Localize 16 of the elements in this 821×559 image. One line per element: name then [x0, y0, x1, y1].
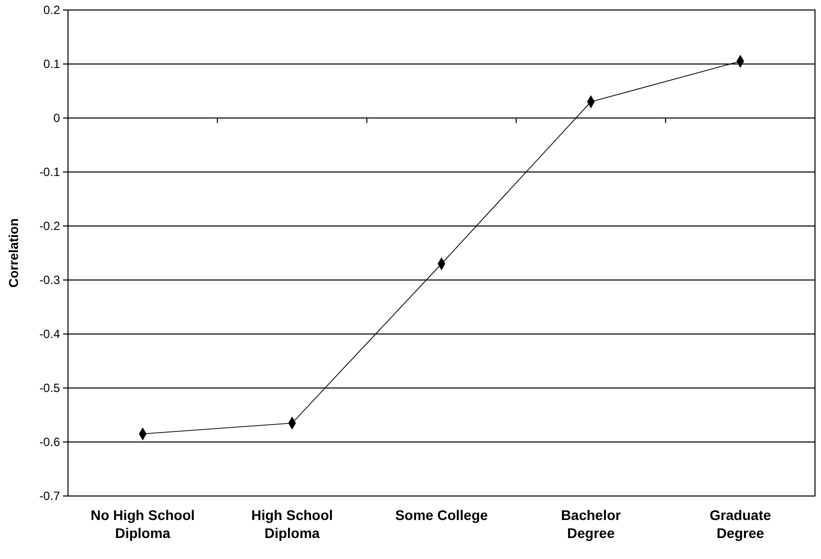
y-tick-label: -0.3 — [39, 272, 60, 287]
y-axis-title: Correlation — [6, 218, 21, 288]
y-tick-label: 0.1 — [43, 56, 60, 71]
y-tick-label: 0 — [53, 110, 60, 125]
x-tick-label: High School Diploma — [251, 507, 333, 541]
y-tick-label: -0.4 — [39, 326, 60, 341]
y-tick-label: -0.7 — [39, 488, 60, 503]
y-tick-label: 0.2 — [43, 2, 60, 17]
y-tick-label: -0.1 — [39, 164, 60, 179]
x-tick-label: Bachelor Degree — [560, 507, 622, 541]
y-tick-label: -0.5 — [39, 380, 60, 395]
y-tick-label: -0.6 — [39, 434, 60, 449]
y-tick-label: -0.2 — [39, 218, 60, 233]
x-tick-label: Some College — [395, 507, 488, 523]
x-tick-label: Graduate Degree — [710, 507, 772, 541]
x-tick-label: No High School Diploma — [90, 507, 195, 541]
